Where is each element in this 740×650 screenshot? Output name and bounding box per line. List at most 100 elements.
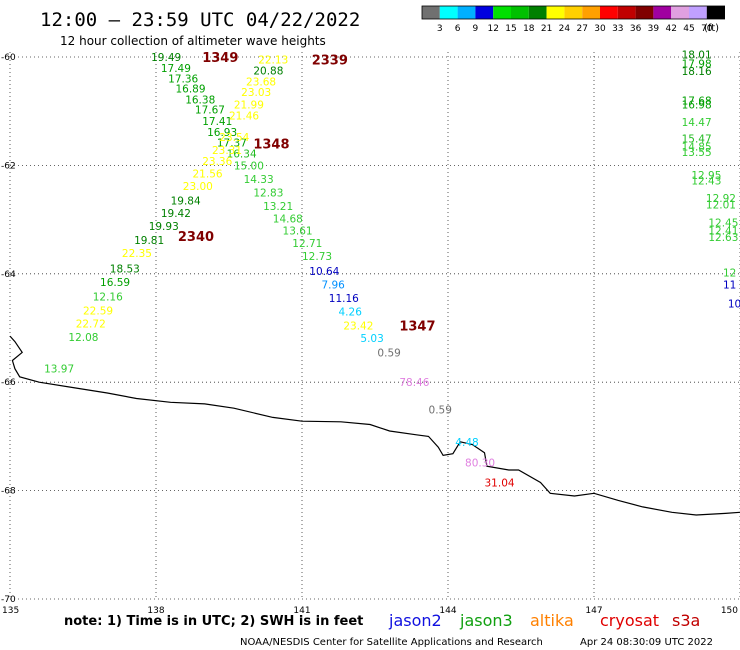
legend-swatch <box>600 6 618 19</box>
satellite-legend-item: s3a <box>672 611 700 630</box>
lat-tick-label: -66 <box>1 378 16 388</box>
wave-height-label: 7.96 <box>321 280 345 292</box>
legend-swatch <box>528 6 547 19</box>
pass-id-label: 1348 <box>253 138 289 153</box>
wave-height-label: 13.55 <box>682 147 712 159</box>
lat-tick-label: -64 <box>1 270 16 280</box>
legend-swatch <box>689 6 707 19</box>
wave-height-label: 21.99 <box>234 100 264 112</box>
wave-height-label: 20.88 <box>253 66 283 78</box>
legend-tick-label: 42 <box>665 24 676 34</box>
legend-tick-label: 15 <box>505 24 516 34</box>
wave-height-label: 12.73 <box>302 251 332 263</box>
wave-height-label: 12 <box>723 268 736 280</box>
legend-swatch <box>635 6 654 19</box>
legend-swatch <box>422 6 440 19</box>
wave-height-label: 5.03 <box>360 333 383 345</box>
pass-id-label: 1349 <box>202 51 238 66</box>
wave-height-label: 12.92 <box>706 193 736 205</box>
wave-height-label: 23.54 <box>219 132 249 144</box>
lat-tick-label: -68 <box>1 487 16 497</box>
legend-swatch <box>564 6 583 19</box>
wave-height-label: 10 <box>728 299 740 311</box>
legend-tick-label: 33 <box>612 24 623 34</box>
wave-height-label: 80.30 <box>465 457 495 469</box>
wave-height-label: 12.08 <box>68 332 98 344</box>
legend-tick-label: 3 <box>437 24 443 34</box>
wave-height-label: 19.84 <box>171 196 201 208</box>
legend-tick-label: 21 <box>541 24 552 34</box>
wave-height-label: 12.01 <box>706 199 736 211</box>
graticule <box>9 52 740 600</box>
wave-height-label: 15.47 <box>682 133 712 145</box>
legend-tick-label: 39 <box>648 24 660 34</box>
legend-tick-label: 18 <box>523 24 535 34</box>
wave-height-label: 16.59 <box>100 277 130 289</box>
wave-height-label: 22.13 <box>258 55 288 67</box>
wave-height-label: 12.71 <box>292 238 322 250</box>
wave-height-label: 13.97 <box>44 364 74 376</box>
wave-height-label: 11 <box>723 280 736 292</box>
wave-height-label: 17.41 <box>202 116 232 128</box>
wave-height-label: 14.85 <box>682 141 712 153</box>
wave-height-label: 17.36 <box>168 74 198 86</box>
wave-height-label: 17.67 <box>195 105 225 117</box>
pass-id-label: 2339 <box>312 54 348 69</box>
wave-height-label: 12.16 <box>93 292 123 304</box>
wave-height-label: 21.46 <box>229 111 259 123</box>
wave-height-color-legend: 3 6 9 12 15 18 21 24 27 30 33 36 39 42 45 70 <box>421 5 726 34</box>
wave-height-label: 22.59 <box>83 306 113 318</box>
wave-height-label: 23.00 <box>183 181 213 193</box>
antarctic-coastline <box>9 335 740 516</box>
legend-swatch <box>475 6 494 19</box>
legend-swatch <box>671 6 689 19</box>
wave-height-label: 0.59 <box>429 404 452 416</box>
wave-height-label: 23.03 <box>241 87 271 99</box>
legend-swatch <box>439 6 458 19</box>
wave-height-label: 22.72 <box>76 319 106 331</box>
legend-unit: (ft) <box>704 23 719 34</box>
wave-height-label: 16.38 <box>185 94 215 106</box>
lon-tick-label: 147 <box>585 606 602 616</box>
legend-tick-label: 45 <box>683 24 694 34</box>
satellite-legend-item: jason3 <box>459 611 513 630</box>
wave-height-label: 17.37 <box>217 138 247 150</box>
wave-height-label: 16.98 <box>682 100 712 112</box>
credit-line: NOAA/NESDIS Center for Satellite Applica… <box>240 637 543 648</box>
wave-height-label: 11.16 <box>329 293 359 305</box>
wave-height-label: 4.48 <box>455 437 478 449</box>
wave-height-label: 17.98 <box>682 59 712 71</box>
wave-height-label: 16.93 <box>207 127 237 139</box>
wave-height-label: 14.68 <box>273 214 303 226</box>
wave-height-label: 14.47 <box>682 117 712 129</box>
wave-height-label: 13.61 <box>283 225 313 237</box>
wave-height-label: 19.93 <box>149 221 179 233</box>
pass-id-label: 2340 <box>178 230 214 245</box>
wave-height-label: 15.00 <box>234 160 264 172</box>
legend-swatch <box>582 6 600 19</box>
wave-height-label: 0.59 <box>377 347 400 359</box>
lat-tick-label: -60 <box>1 53 16 63</box>
legend-tick-label: 9 <box>473 24 479 34</box>
legend-tick-label: 70 <box>701 24 713 34</box>
wave-height-label: 10.64 <box>309 266 339 278</box>
legend-swatch <box>546 6 565 19</box>
wave-height-label: 19.49 <box>151 52 181 64</box>
lon-tick-label: 135 <box>2 606 19 616</box>
latitude-labels: -60 -62 -64 -66 -68 -70 <box>1 53 16 605</box>
wave-height-label: 22.35 <box>122 248 152 260</box>
pass-id-labels: 1349 2339 1348 2340 1347 <box>178 51 436 334</box>
wave-height-label: 19.42 <box>161 208 191 220</box>
wave-height-label: 23.68 <box>246 76 276 88</box>
wave-height-label: 23.42 <box>343 320 373 332</box>
wave-height-label: 12.83 <box>253 188 283 200</box>
legend-swatch <box>493 6 511 19</box>
wave-height-label: 12.43 <box>691 176 721 188</box>
satellite-legend-item: altika <box>530 611 574 630</box>
wave-height-label: 78.46 <box>399 377 429 389</box>
wave-height-label: 18.01 <box>682 49 712 61</box>
wave-height-label: 17.68 <box>682 95 712 107</box>
legend-tick-label: 36 <box>630 24 642 34</box>
legend-tick-label: 6 <box>455 24 461 34</box>
